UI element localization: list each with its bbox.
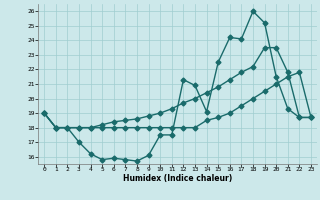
X-axis label: Humidex (Indice chaleur): Humidex (Indice chaleur)	[123, 174, 232, 183]
